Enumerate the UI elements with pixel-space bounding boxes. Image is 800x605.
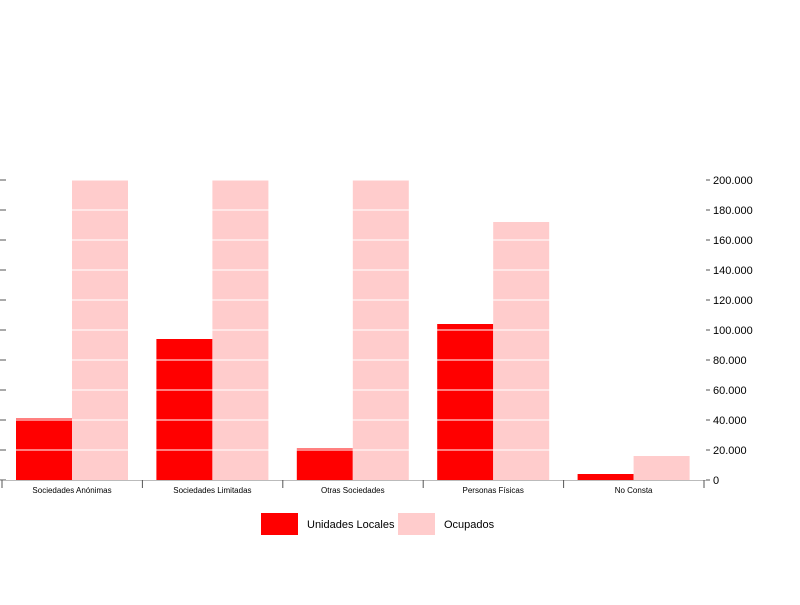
x-tick-label-1: Sociedades Limitadas xyxy=(173,486,251,495)
bar-unidades-locales-1 xyxy=(156,339,213,480)
x-tick-label-2: Otras Sociedades xyxy=(321,486,385,495)
legend-swatch-1 xyxy=(398,513,435,535)
bar-ocupados-4 xyxy=(633,456,690,480)
bar-unidades-locales-2 xyxy=(296,448,353,480)
y-tick-label-6: 120.000 xyxy=(713,295,753,307)
bar-unidades-locales-0 xyxy=(16,418,72,480)
bar-ocupados-3 xyxy=(493,222,550,480)
grid-layer xyxy=(4,179,706,451)
legend-label-0: Unidades Locales xyxy=(307,519,395,531)
bar-unidades-locales-3 xyxy=(437,324,494,480)
bar-unidades-locales-4 xyxy=(577,474,634,480)
legend-swatch-0 xyxy=(261,513,298,535)
y-tick-label-10: 200.000 xyxy=(713,175,753,187)
x-tick-label-4: No Consta xyxy=(615,486,653,495)
y-tick-label-3: 60.000 xyxy=(713,385,747,397)
y-tick-label-1: 20.000 xyxy=(713,445,747,457)
legend: Unidades Locales Ocupados xyxy=(261,513,495,535)
y-tick-label-4: 80.000 xyxy=(713,355,747,367)
y-tick-label-2: 40.000 xyxy=(713,415,747,427)
y-tick-label-7: 140.000 xyxy=(713,265,753,277)
legend-label-1: Ocupados xyxy=(444,519,495,531)
x-tick-label-3: Personas Físicas xyxy=(463,486,524,495)
y-tick-label-9: 180.000 xyxy=(713,205,753,217)
y-tick-label-5: 100.000 xyxy=(713,325,753,337)
x-tick-label-0: Sociedades Anónimas xyxy=(32,486,111,495)
y-tick-label-8: 160.000 xyxy=(713,235,753,247)
y-tick-label-0: 0 xyxy=(713,475,719,487)
axes-layer: 0 20.000 40.000 60.000 80.000 100.000 120.000 1… xyxy=(0,175,753,495)
